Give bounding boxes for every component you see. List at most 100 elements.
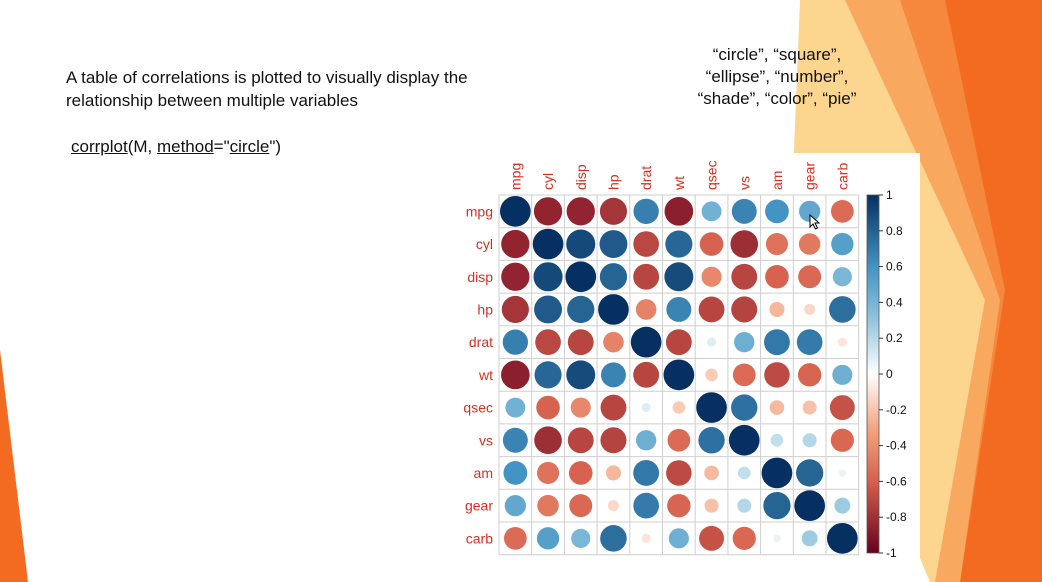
corr-circle-mpg-vs <box>731 198 757 224</box>
corr-circle-mpg-drat <box>633 198 659 225</box>
row-label-carb: carb <box>466 530 493 546</box>
corr-circle-am-qsec <box>704 465 719 481</box>
row-label-cyl: cyl <box>476 236 493 252</box>
accent-orange-shape <box>900 0 1042 582</box>
corr-circle-wt-drat <box>633 361 660 388</box>
corr-circle-vs-cyl <box>534 426 562 455</box>
row-label-vs: vs <box>479 432 493 448</box>
corr-circle-drat-hp <box>603 331 624 353</box>
corr-circle-hp-vs <box>731 296 758 323</box>
corr-circle-carb-cyl <box>536 527 560 550</box>
corr-circle-drat-mpg <box>502 329 529 355</box>
corr-circle-vs-wt <box>667 428 691 452</box>
row-label-mpg: mpg <box>466 203 493 219</box>
corr-circle-hp-mpg <box>501 295 529 324</box>
colorbar-tick-label: -0.8 <box>886 510 907 524</box>
corr-circle-mpg-carb <box>830 199 854 223</box>
corr-circle-wt-hp <box>600 362 626 388</box>
corr-circle-gear-carb <box>834 497 851 514</box>
mouse-cursor-icon <box>809 214 821 230</box>
corr-circle-qsec-am <box>769 400 785 415</box>
corr-circle-gear-wt <box>667 493 691 518</box>
corr-circle-carb-vs <box>732 526 756 550</box>
corr-circle-carb-hp <box>600 525 627 552</box>
corr-circle-cyl-cyl <box>532 228 564 260</box>
colorbar-tick-label: 0.2 <box>886 331 903 345</box>
corr-circle-cyl-disp <box>566 229 596 259</box>
code-value: circle <box>229 137 270 156</box>
column-label-vs: vs <box>736 176 752 190</box>
corr-circle-qsec-gear <box>802 400 817 415</box>
column-label-wt: wt <box>671 176 687 191</box>
corr-circle-mpg-cyl <box>533 197 563 226</box>
method-options-line-3: “shade”, “color”, “pie” <box>697 89 857 108</box>
corr-circle-qsec-wt <box>672 401 686 414</box>
corr-circle-gear-vs <box>737 498 752 513</box>
colorbar <box>866 194 880 554</box>
method-options-line-2: “ellipse”, “number”, <box>705 67 849 86</box>
column-label-hp: hp <box>605 174 621 190</box>
slide-description: A table of correlations is plotted to vi… <box>66 66 468 112</box>
corr-circle-am-disp <box>568 461 593 485</box>
corr-circle-gear-hp <box>607 500 619 512</box>
corr-circle-carb-gear <box>801 530 818 547</box>
corr-circle-carb-wt <box>668 528 689 549</box>
corr-circle-mpg-wt <box>664 197 694 226</box>
corr-circle-disp-disp <box>565 261 597 293</box>
corr-circle-wt-wt <box>663 359 695 391</box>
code-example: corrplot(M, method="circle") <box>71 137 281 157</box>
column-label-disp: disp <box>573 164 589 190</box>
row-label-wt: wt <box>478 367 493 383</box>
column-label-am: am <box>769 171 785 190</box>
corr-circle-vs-mpg <box>502 427 528 453</box>
column-label-cyl: cyl <box>540 173 556 190</box>
corr-circle-cyl-gear <box>798 233 821 255</box>
corr-circle-drat-drat <box>630 326 662 358</box>
corr-circle-mpg-disp <box>566 197 595 226</box>
corr-circle-drat-am <box>764 329 790 356</box>
corr-circle-qsec-cyl <box>536 395 560 420</box>
corr-circle-cyl-mpg <box>501 229 530 259</box>
corr-circle-drat-cyl <box>535 329 561 355</box>
corr-circle-vs-disp <box>567 427 594 454</box>
corr-circle-disp-hp <box>599 263 628 291</box>
corr-circle-drat-vs <box>734 331 755 353</box>
corr-circle-cyl-qsec <box>699 232 724 256</box>
corr-circle-vs-carb <box>830 428 854 452</box>
corr-circle-disp-wt <box>664 262 694 292</box>
corr-circle-drat-wt <box>665 329 692 356</box>
corr-circle-gear-mpg <box>504 495 526 517</box>
corr-circle-vs-hp <box>600 427 627 454</box>
column-label-qsec: qsec <box>704 160 720 190</box>
corr-circle-vs-am <box>770 433 784 447</box>
corr-circle-gear-disp <box>569 494 593 518</box>
colorbar-tick-label: 0.4 <box>886 295 903 309</box>
corr-circle-disp-drat <box>633 263 660 290</box>
corr-circle-wt-qsec <box>705 368 718 382</box>
corr-circle-disp-mpg <box>501 262 530 291</box>
corr-circle-wt-disp <box>566 360 596 390</box>
corr-circle-mpg-am <box>765 199 789 224</box>
column-label-gear: gear <box>802 162 818 190</box>
corr-circle-am-drat <box>633 460 660 486</box>
corr-circle-drat-qsec <box>706 337 717 347</box>
corr-circle-hp-hp <box>598 294 629 325</box>
corr-circle-carb-carb <box>827 523 858 554</box>
corr-circle-gear-am <box>763 492 791 520</box>
colorbar-tick-label: 1 <box>886 188 893 202</box>
row-label-drat: drat <box>469 334 493 350</box>
row-label-gear: gear <box>465 498 493 514</box>
corr-circle-cyl-wt <box>665 230 693 258</box>
corr-circle-wt-am <box>764 362 790 388</box>
corr-circle-qsec-mpg <box>505 397 526 418</box>
corr-circle-cyl-carb <box>831 232 854 256</box>
colorbar-tick-label: 0.8 <box>886 224 903 238</box>
corr-circle-vs-qsec <box>698 427 725 454</box>
corr-circle-disp-gear <box>798 265 822 289</box>
corr-circle-wt-mpg <box>501 360 530 390</box>
corr-circle-hp-qsec <box>698 296 725 323</box>
colorbar-tick-label: -0.2 <box>886 403 907 417</box>
corr-circle-hp-gear <box>804 303 816 315</box>
corr-circle-hp-drat <box>635 299 657 320</box>
